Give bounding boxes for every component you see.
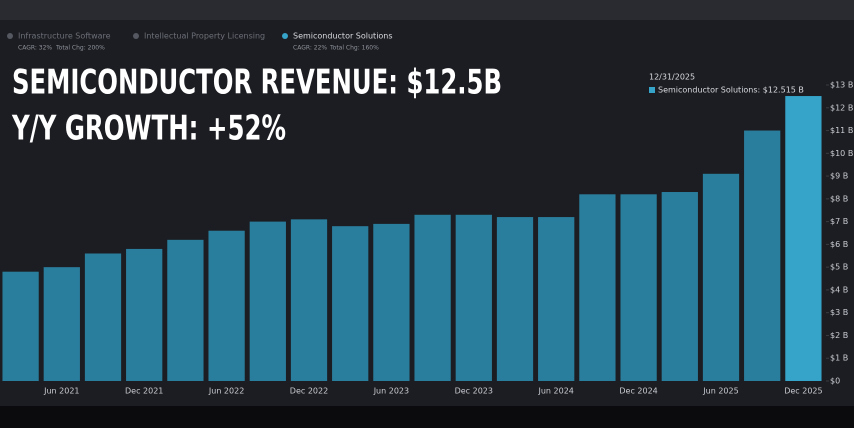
x-tick-label: Dec 2022 [290,387,328,396]
x-tick-label: Jun 2025 [702,387,738,396]
bar [414,214,451,381]
y-tick-label: $2 B [830,331,848,340]
legend: Infrastructure Software CAGR: 32% Total … [7,32,393,52]
tooltip: 12/31/2025 Semiconductor Solutions: $12.… [649,73,804,95]
legend-stat: Total Chg: 200% [55,45,105,52]
y-tick-label: $11 B [830,126,853,135]
y-tick-label: $4 B [830,285,848,294]
top-backdrop [0,0,854,22]
legend-dot [7,33,13,39]
bar [84,253,122,381]
x-tick-label: Dec 2023 [455,387,493,396]
tooltip-date: 12/31/2025 [649,73,695,82]
bar [455,214,492,381]
y-tick-label: $13 B [830,81,853,90]
bar [126,248,163,381]
bar [2,271,39,381]
legend-stat: CAGR: 32% [18,45,52,52]
bar [332,226,369,381]
y-tick-label: $1 B [830,354,848,363]
bar [43,267,80,381]
legend-stat: Total Chg: 160% [329,45,379,52]
y-tick-label: $9 B [830,172,848,181]
x-tick-label: Dec 2024 [619,387,657,396]
bar [785,96,822,381]
legend-dot [282,33,288,39]
x-tick-label: Dec 2025 [784,387,822,396]
y-tick-label: $6 B [830,240,848,249]
x-tick-label: Jun 2021 [43,387,79,396]
x-tick-label: Dec 2021 [125,387,163,396]
tooltip-text: Semiconductor Solutions: $12.515 B [658,86,804,95]
y-tick-label: $7 B [830,217,848,226]
x-tick-label: Jun 2022 [208,387,244,396]
bar [661,192,698,381]
y-tick-label: $5 B [830,263,848,272]
bar [744,130,781,381]
bar [579,194,616,381]
bar [208,230,245,381]
legend-label: Infrastructure Software [18,32,111,41]
bar [620,194,657,381]
y-tick-label: $0 [830,377,840,386]
x-tick-label: Jun 2023 [373,387,409,396]
bar [538,217,575,381]
legend-dot [133,33,139,39]
y-tick-label: $12 B [830,103,853,112]
plot: $0 $1 B $2 B $3 B $4 B $5 B $6 B $7 B $8 B $9 B $1… [2,81,853,396]
x-tick-label: Jun 2024 [537,387,573,396]
y-tick-label: $8 B [830,194,848,203]
bar [167,239,204,381]
headline: SEMICONDUCTOR REVENUE: $12.5B [12,63,502,103]
legend-label: Intellectual Property Licensing [144,32,265,41]
y-tick-label: $3 B [830,308,848,317]
tooltip-swatch [649,87,655,93]
headline: Y/Y GROWTH: +52% [11,109,286,149]
bar [249,221,286,381]
y-tick-label: $10 B [830,149,853,158]
bar [373,223,410,381]
legend-stat: CAGR: 22% [293,45,327,52]
legend-label: Semiconductor Solutions [293,32,393,41]
bar [702,173,740,381]
bar [290,219,328,381]
bar [496,217,534,381]
